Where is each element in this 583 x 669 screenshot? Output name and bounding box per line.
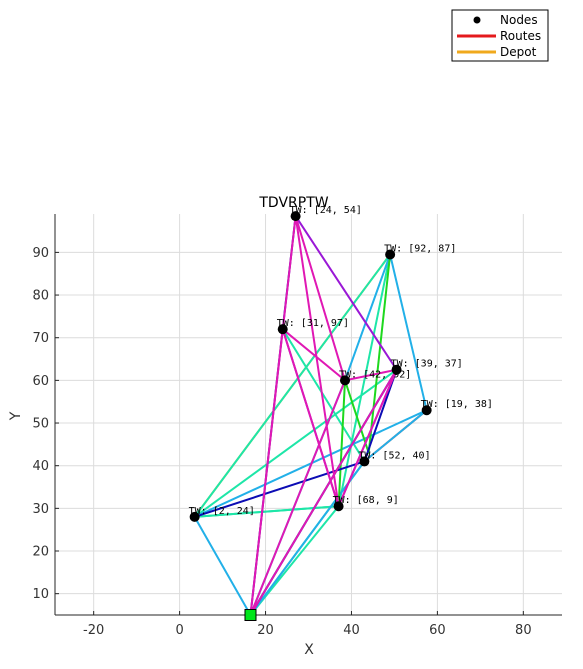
node-tw-label: TW: [42, 92] xyxy=(339,369,411,380)
y-tick-label: 60 xyxy=(32,374,49,389)
legend-depot-label: Depot xyxy=(500,45,537,59)
node-tw-label: TW: [39, 37] xyxy=(391,359,463,370)
x-tick-label: -20 xyxy=(83,623,104,638)
node-marker xyxy=(290,211,301,222)
chart-title: TDVRPTW xyxy=(258,195,328,211)
y-tick-label: 80 xyxy=(32,289,49,304)
route-line xyxy=(337,253,392,508)
route-line xyxy=(193,253,398,616)
x-axis-label: X xyxy=(304,642,314,658)
node-marker xyxy=(359,456,370,467)
y-tick-label: 90 xyxy=(32,246,49,261)
node-marker xyxy=(277,324,288,335)
node-marker xyxy=(391,364,402,375)
depot-marker xyxy=(244,609,257,621)
x-tick-label: 40 xyxy=(343,623,360,638)
legend-nodes-label: Nodes xyxy=(500,13,538,27)
x-tick-label: 20 xyxy=(257,623,274,638)
y-tick-label: 70 xyxy=(32,331,49,346)
x-tick-label: 80 xyxy=(515,623,532,638)
node-tw-label: TW: [92, 87] xyxy=(384,244,456,255)
node-tw-label: TW: [52, 40] xyxy=(358,450,430,461)
route-series xyxy=(193,215,428,616)
y-tick-label: 50 xyxy=(32,417,49,432)
x-tick-label: 60 xyxy=(429,623,446,638)
node-tw-label: TW: [31, 97] xyxy=(277,318,349,329)
y-tick-label: 20 xyxy=(32,545,49,560)
nodes: TW: [24, 54] TW: [92, 87] TW: [31, 97] TW: … xyxy=(189,205,493,621)
node-marker xyxy=(340,375,351,386)
node-tw-label: TW: [68, 9] xyxy=(333,495,399,506)
node-marker xyxy=(333,501,344,512)
tick-labels: -20 0 20 40 60 80 10 20 30 40 50 60 70 80 90 xyxy=(32,246,531,638)
y-axis-label: Y xyxy=(8,411,24,421)
y-tick-label: 30 xyxy=(32,502,49,517)
grid xyxy=(55,214,562,615)
node-tw-label: TW: [19, 38] xyxy=(421,399,493,410)
route-line xyxy=(249,253,428,616)
node-tw-label: TW: [2, 24] xyxy=(189,506,255,517)
node-tw-label: TW: [24, 54] xyxy=(290,205,362,216)
route-line xyxy=(193,368,398,616)
legend: Nodes Routes Depot xyxy=(451,9,549,62)
node-marker xyxy=(385,249,396,260)
legend-nodes-marker xyxy=(473,16,481,24)
x-tick-label: 0 xyxy=(175,623,183,638)
y-tick-label: 40 xyxy=(32,459,49,474)
node-marker xyxy=(421,405,432,416)
axes xyxy=(54,214,562,616)
y-tick-label: 10 xyxy=(32,587,49,602)
legend-routes-label: Routes xyxy=(500,29,541,43)
node-marker xyxy=(189,511,200,522)
